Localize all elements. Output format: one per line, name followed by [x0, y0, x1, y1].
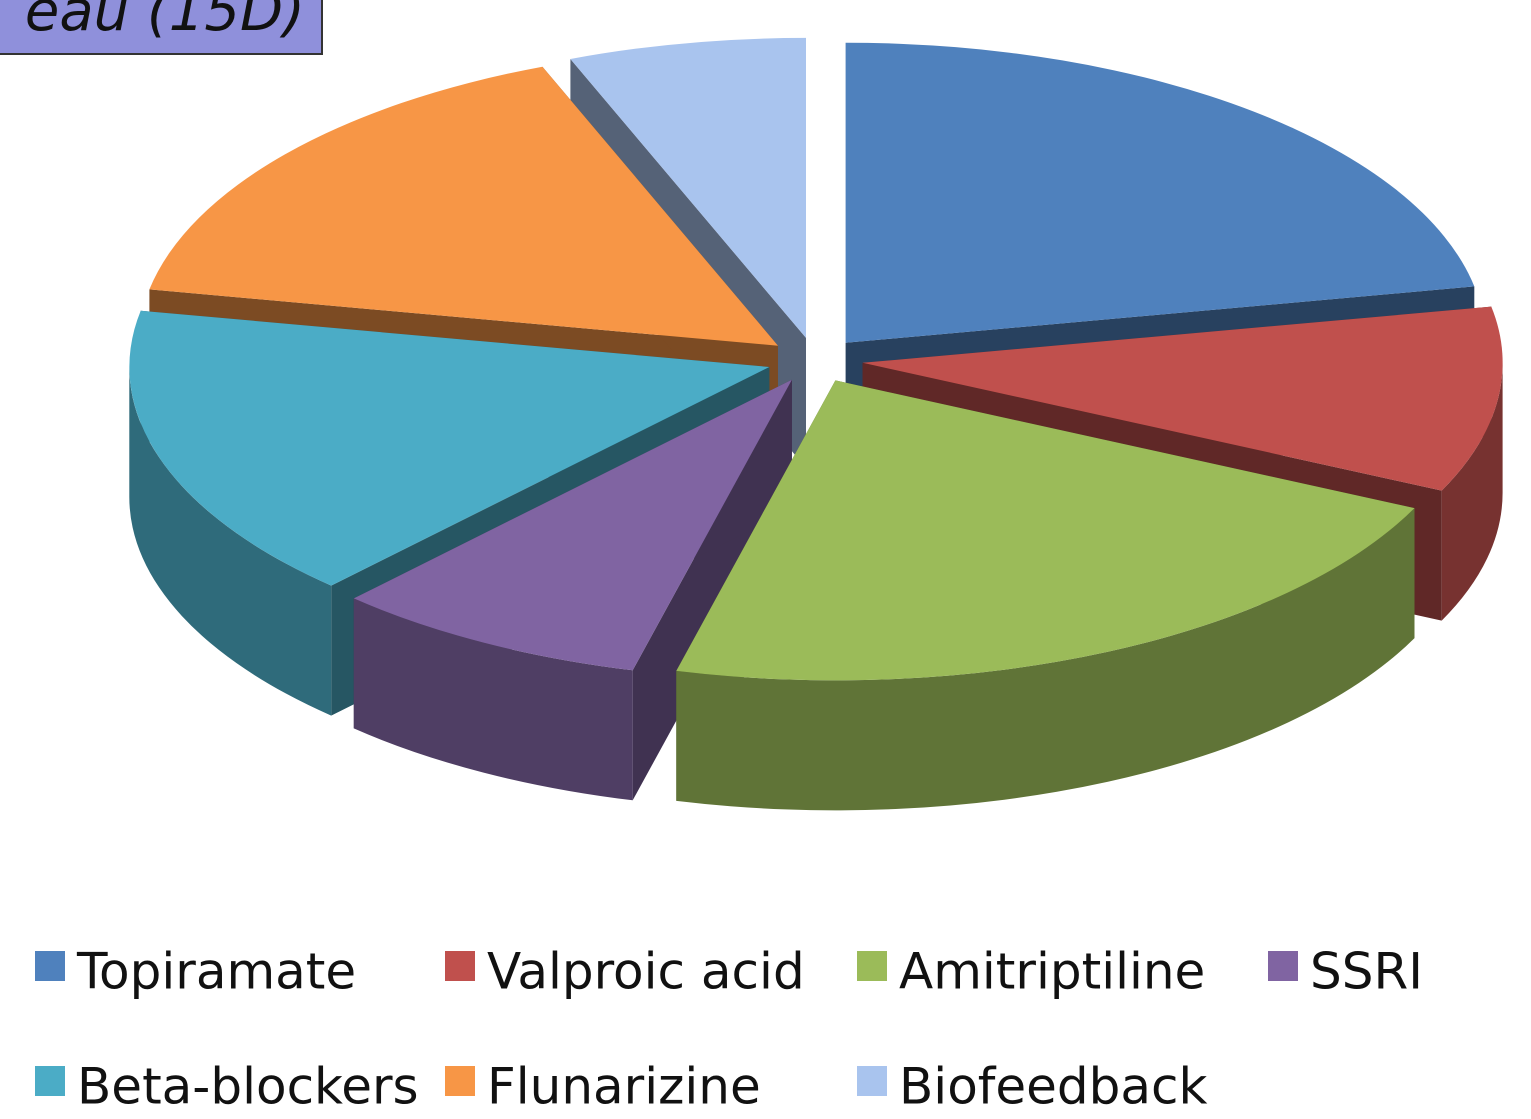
- slice-side: [129, 367, 332, 716]
- pie: [129, 37, 1503, 811]
- title-box: [0, 0, 323, 55]
- legend-label: SSRI: [1310, 943, 1423, 1001]
- legend-label: Amitriptiline: [899, 943, 1205, 1001]
- slice-side: [676, 508, 1415, 811]
- legend-label: Beta-blockers: [77, 1058, 419, 1116]
- legend: Topiramate Valproic acid Amitriptiline SSRI…: [35, 943, 1423, 1116]
- legend-swatch: [445, 951, 475, 981]
- legend-label: Valproic acid: [487, 943, 805, 1001]
- slice: [570, 37, 806, 338]
- legend-swatch: [857, 951, 887, 981]
- slice: [129, 310, 770, 586]
- slice: [149, 66, 778, 346]
- legend-label: Topiramate: [76, 943, 356, 1001]
- legend-swatch: [445, 1066, 475, 1096]
- slice: [845, 42, 1475, 343]
- slice: [353, 379, 792, 671]
- legend-swatch: [35, 951, 65, 981]
- slice: [862, 306, 1503, 491]
- legend-swatch: [1268, 951, 1298, 981]
- legend-label: Biofeedback: [899, 1058, 1208, 1116]
- slice: [676, 380, 1415, 681]
- legend-swatch: [857, 1066, 887, 1096]
- slice-side: [353, 598, 633, 801]
- legend-swatch: [35, 1066, 65, 1096]
- legend-label: Flunarizine: [487, 1058, 761, 1116]
- chart-title: eau (15D): [25, 0, 305, 44]
- slice-side: [1441, 362, 1503, 621]
